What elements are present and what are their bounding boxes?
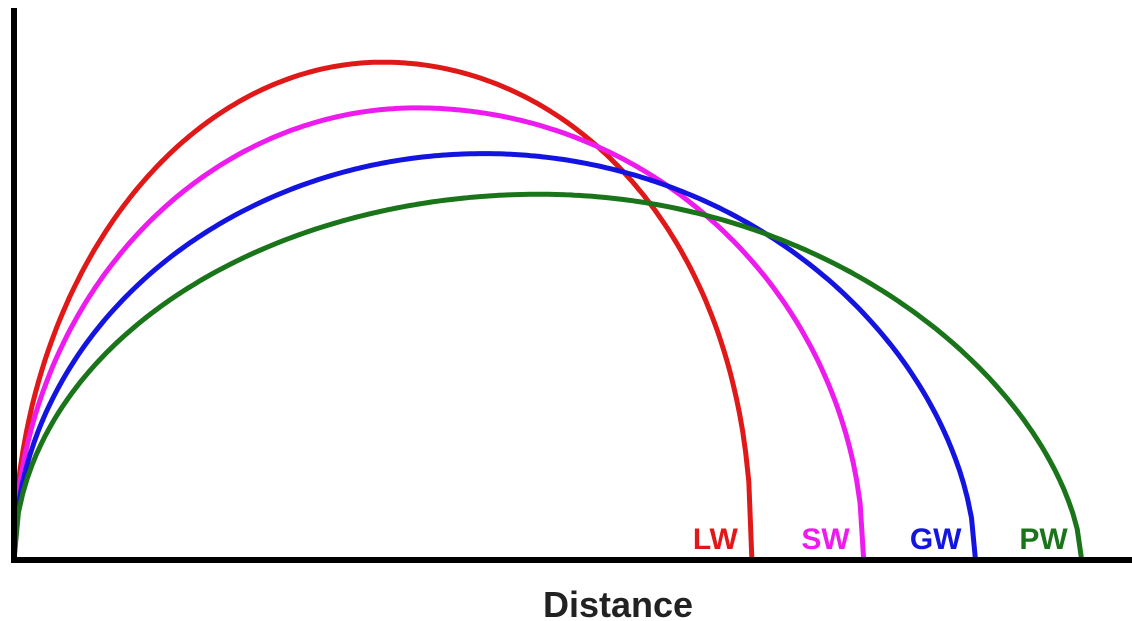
series-label-lw: LW <box>693 523 739 556</box>
series-label-gw: GW <box>910 523 962 556</box>
series-label-sw: SW <box>801 523 850 556</box>
trajectory-pw <box>11 191 1085 563</box>
trajectory-curves <box>11 59 1085 563</box>
series-label-pw: PW <box>1019 523 1068 556</box>
series-labels: LW SW GW PW <box>693 523 1068 556</box>
x-axis-label: Distance <box>543 584 693 621</box>
trajectory-lw <box>11 59 755 563</box>
trajectory-sw <box>11 105 867 563</box>
trajectory-gw <box>11 151 978 563</box>
